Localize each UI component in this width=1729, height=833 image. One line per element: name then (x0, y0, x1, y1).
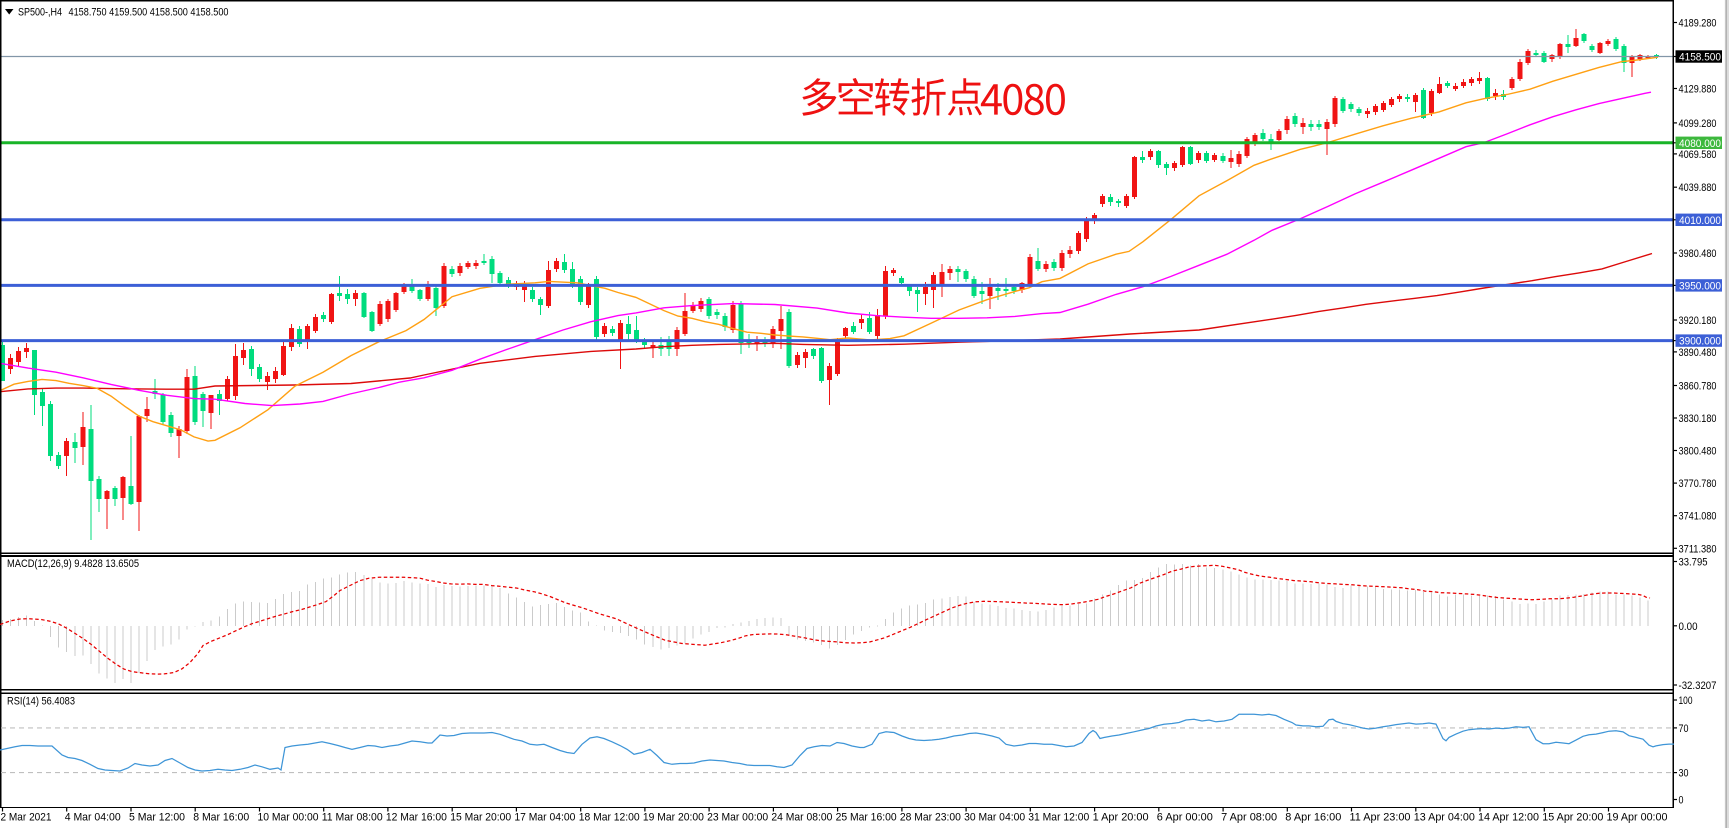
svg-text:3860.780: 3860.780 (1679, 381, 1717, 393)
svg-text:19 Mar 20:00: 19 Mar 20:00 (643, 812, 704, 824)
svg-text:4080.000: 4080.000 (1679, 138, 1721, 150)
svg-text:0: 0 (1679, 795, 1684, 807)
svg-text:4039.880: 4039.880 (1679, 182, 1717, 194)
svg-text:3890.480: 3890.480 (1679, 347, 1717, 359)
svg-text:15 Apr 20:00: 15 Apr 20:00 (1542, 812, 1603, 824)
svg-text:30 Mar 04:00: 30 Mar 04:00 (964, 812, 1025, 824)
svg-text:3980.480: 3980.480 (1679, 248, 1717, 260)
svg-text:8 Mar 16:00: 8 Mar 16:00 (193, 812, 249, 824)
svg-text:13 Apr 04:00: 13 Apr 04:00 (1414, 812, 1475, 824)
svg-text:3900.000: 3900.000 (1679, 336, 1721, 348)
svg-text:1 Apr 20:00: 1 Apr 20:00 (1093, 812, 1149, 824)
svg-text:RSI(14) 56.4083: RSI(14) 56.4083 (7, 696, 75, 708)
svg-text:18 Mar 12:00: 18 Mar 12:00 (579, 812, 640, 824)
svg-text:8 Apr 16:00: 8 Apr 16:00 (1285, 812, 1341, 824)
svg-text:2 Mar 2021: 2 Mar 2021 (1, 812, 52, 824)
svg-text:SP500-,H4: SP500-,H4 (18, 7, 62, 19)
svg-text:11 Mar 08:00: 11 Mar 08:00 (322, 812, 383, 824)
svg-text:6 Apr 00:00: 6 Apr 00:00 (1157, 812, 1213, 824)
svg-text:5 Mar 12:00: 5 Mar 12:00 (129, 812, 185, 824)
svg-text:17 Mar 04:00: 17 Mar 04:00 (514, 812, 575, 824)
svg-text:7 Apr 08:00: 7 Apr 08:00 (1221, 812, 1277, 824)
svg-text:4069.580: 4069.580 (1679, 149, 1717, 161)
svg-text:24 Mar 08:00: 24 Mar 08:00 (771, 812, 832, 824)
svg-text:4158.750 4159.500 4158.500 415: 4158.750 4159.500 4158.500 4158.500 (69, 7, 229, 19)
svg-text:14 Apr 12:00: 14 Apr 12:00 (1478, 812, 1539, 824)
svg-text:4010.000: 4010.000 (1679, 215, 1721, 227)
svg-text:3830.180: 3830.180 (1679, 413, 1717, 425)
svg-text:-32.3207: -32.3207 (1679, 680, 1717, 692)
svg-text:3920.180: 3920.180 (1679, 315, 1717, 327)
svg-text:30: 30 (1679, 768, 1689, 780)
svg-text:31 Mar 12:00: 31 Mar 12:00 (1028, 812, 1089, 824)
svg-text:100: 100 (1679, 695, 1693, 707)
svg-text:33.795: 33.795 (1679, 557, 1708, 569)
svg-text:MACD(12,26,9) 9.4828 13.6505: MACD(12,26,9) 9.4828 13.6505 (7, 558, 139, 570)
svg-text:0.00: 0.00 (1679, 621, 1698, 633)
svg-text:70: 70 (1679, 723, 1689, 735)
svg-text:3950.000: 3950.000 (1679, 280, 1721, 292)
svg-text:3741.080: 3741.080 (1679, 511, 1717, 523)
svg-text:15 Mar 20:00: 15 Mar 20:00 (450, 812, 511, 824)
svg-text:19 Apr 00:00: 19 Apr 00:00 (1607, 812, 1668, 824)
svg-text:3770.780: 3770.780 (1679, 478, 1717, 490)
svg-text:4129.880: 4129.880 (1679, 84, 1717, 96)
svg-text:11 Apr 23:00: 11 Apr 23:00 (1350, 812, 1411, 824)
svg-text:4158.500: 4158.500 (1679, 52, 1721, 64)
svg-text:3711.380: 3711.380 (1679, 543, 1717, 555)
svg-text:28 Mar 23:00: 28 Mar 23:00 (900, 812, 961, 824)
svg-text:4 Mar 04:00: 4 Mar 04:00 (65, 812, 121, 824)
svg-text:23 Mar 00:00: 23 Mar 00:00 (707, 812, 768, 824)
svg-text:25 Mar 16:00: 25 Mar 16:00 (836, 812, 897, 824)
svg-text:4189.280: 4189.280 (1679, 18, 1717, 30)
svg-text:3800.480: 3800.480 (1679, 446, 1717, 458)
svg-text:4099.280: 4099.280 (1679, 118, 1717, 130)
svg-text:10 Mar 00:00: 10 Mar 00:00 (258, 812, 319, 824)
svg-text:12 Mar 16:00: 12 Mar 16:00 (386, 812, 447, 824)
